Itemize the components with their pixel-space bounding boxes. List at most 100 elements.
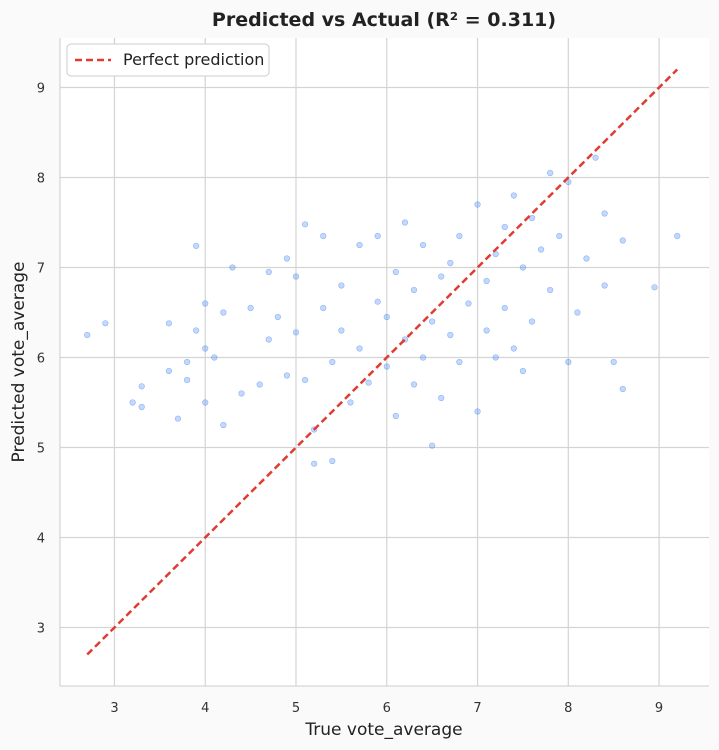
x-tick-label: 3 <box>110 701 118 716</box>
data-point <box>483 277 490 285</box>
data-point <box>238 390 245 397</box>
grid-lines <box>60 38 709 686</box>
data-point <box>193 242 200 249</box>
data-point <box>202 300 209 307</box>
legend-box <box>66 43 270 77</box>
y-tick-label: 6 <box>37 352 45 367</box>
data-point <box>383 313 390 321</box>
data-point <box>183 358 191 366</box>
data-point <box>383 363 390 370</box>
x-tick-label: 5 <box>292 701 300 716</box>
data-point <box>510 192 517 199</box>
data-point <box>301 221 309 228</box>
data-point <box>274 313 281 321</box>
data-point <box>410 381 418 388</box>
data-point <box>519 264 527 271</box>
data-point <box>338 327 345 334</box>
chart-title: Predicted vs Actual (R² = 0.311) <box>212 9 556 31</box>
data-point <box>165 367 173 375</box>
data-point <box>356 345 363 352</box>
data-point <box>329 358 336 366</box>
x-tick-label: 9 <box>655 701 663 716</box>
data-point <box>401 219 409 226</box>
x-tick-label: 8 <box>564 701 572 716</box>
data-point <box>456 358 463 366</box>
data-point <box>610 358 617 366</box>
data-point <box>247 304 254 312</box>
legend-label: Perfect prediction <box>123 50 264 69</box>
data-point <box>320 304 327 312</box>
data-point <box>292 273 300 280</box>
y-tick-label: 8 <box>37 172 45 187</box>
data-point <box>283 255 291 262</box>
data-point <box>102 320 109 327</box>
data-point <box>347 399 354 406</box>
data-point <box>220 421 227 429</box>
data-point <box>429 442 436 449</box>
data-point <box>438 394 445 402</box>
data-point <box>183 376 191 384</box>
data-point <box>501 304 508 312</box>
x-tick-label: 4 <box>201 701 209 716</box>
data-point <box>84 331 91 339</box>
data-point <box>338 282 345 289</box>
y-axis-label: Predicted vote_average <box>9 262 29 463</box>
data-point <box>256 381 263 388</box>
x-tick-labels: 3 4 5 6 7 8 9 <box>110 701 663 716</box>
data-point <box>601 210 608 217</box>
data-point <box>292 329 300 336</box>
y-tick-labels: 3 4 5 6 7 8 9 <box>37 82 45 637</box>
x-tick-label: 7 <box>473 701 481 716</box>
y-tick-label: 4 <box>37 532 45 547</box>
data-point <box>374 298 381 305</box>
data-point <box>565 358 572 366</box>
data-point <box>265 336 272 343</box>
data-point <box>211 354 218 361</box>
data-point <box>483 327 490 334</box>
y-tick-label: 5 <box>37 442 45 457</box>
data-point <box>556 232 563 240</box>
data-point <box>419 354 427 361</box>
data-point <box>474 408 481 415</box>
reference-line-layer <box>86 68 679 656</box>
data-point <box>392 412 399 420</box>
data-point <box>202 399 209 406</box>
data-point <box>583 255 590 262</box>
data-point <box>283 372 291 379</box>
y-tick-label: 9 <box>37 82 45 97</box>
legend: Perfect prediction <box>66 43 270 77</box>
data-point <box>392 268 399 276</box>
data-point <box>619 237 626 244</box>
data-point <box>492 354 499 361</box>
data-point <box>547 286 554 294</box>
data-point <box>265 268 272 276</box>
data-point <box>438 273 445 280</box>
data-point <box>447 259 454 267</box>
y-tick-label: 7 <box>37 262 45 277</box>
data-point <box>447 331 454 339</box>
data-point <box>301 376 309 384</box>
data-point <box>528 318 536 325</box>
perfect-prediction-line <box>86 68 679 656</box>
data-point <box>193 327 200 334</box>
data-point <box>456 232 463 240</box>
data-point <box>165 320 173 327</box>
data-point <box>537 246 545 253</box>
data-point <box>138 383 145 390</box>
data-point <box>174 415 182 422</box>
data-point <box>129 399 136 406</box>
data-point <box>501 223 508 231</box>
data-point <box>202 345 209 352</box>
data-point <box>601 282 608 289</box>
data-point <box>474 201 481 208</box>
data-point <box>220 309 227 316</box>
x-tick-label: 6 <box>383 701 391 716</box>
data-point <box>410 286 418 294</box>
data-point <box>311 460 318 467</box>
data-points <box>84 154 681 467</box>
data-point <box>619 385 626 393</box>
data-point <box>547 169 554 177</box>
data-point <box>138 403 145 411</box>
data-point <box>429 318 436 325</box>
data-point <box>329 457 336 465</box>
